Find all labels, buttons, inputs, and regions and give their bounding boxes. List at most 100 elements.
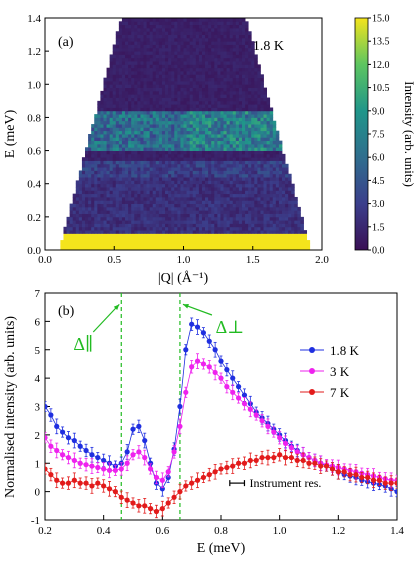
heatmap-cell	[238, 34, 243, 39]
heatmap-cell	[220, 110, 224, 115]
heatmap-cell	[241, 236, 246, 241]
heatmap-cell	[201, 84, 206, 88]
heatmap-cell	[205, 77, 209, 82]
heatmap-cell	[205, 64, 209, 69]
heatmap-cell	[251, 110, 255, 115]
heatmap-cell	[235, 213, 240, 218]
heatmap-cell	[100, 216, 104, 221]
heatmap-cell	[189, 243, 194, 248]
heatmap-cell	[245, 107, 249, 112]
heatmap-cell	[109, 170, 114, 175]
heatmap-cell	[226, 27, 231, 32]
heatmap-cell	[100, 246, 104, 251]
heatmap-cell	[91, 183, 95, 188]
heatmap-cell	[300, 240, 304, 244]
heatmap-cell	[177, 80, 181, 85]
heatmap-cell	[183, 87, 187, 92]
heatmap-cell	[238, 210, 243, 214]
heatmap-cell	[272, 213, 277, 218]
heatmap-cell	[131, 94, 135, 98]
heatmap-cell	[149, 124, 154, 128]
heatmap-cell	[109, 150, 114, 155]
heatmap-cell	[186, 137, 191, 142]
data-point	[124, 460, 130, 466]
heatmap-cell	[189, 236, 194, 241]
heatmap-cell	[211, 210, 215, 214]
heatmap-cell	[260, 147, 264, 151]
heatmap-cell	[186, 51, 191, 55]
heatmap-cell	[180, 61, 184, 65]
heatmap-cell	[186, 84, 191, 88]
heatmap-cell	[149, 94, 154, 98]
heatmap-cell	[275, 134, 280, 138]
heatmap-cell	[189, 44, 194, 49]
heatmap-cell	[121, 84, 126, 88]
heatmap-cell	[278, 177, 283, 181]
heatmap-cell	[103, 220, 107, 224]
heatmap-cell	[158, 240, 163, 244]
heatmap-cell	[91, 173, 95, 178]
heatmap-cell	[285, 220, 289, 224]
heatmap-cell	[100, 143, 104, 148]
heatmap-cell	[85, 160, 89, 165]
heatmap-cell	[106, 74, 111, 79]
heatmap-cell	[140, 67, 144, 72]
heatmap-cell	[263, 87, 267, 92]
heatmap-cell	[161, 236, 166, 241]
data-point	[212, 369, 218, 376]
heatmap-cell	[201, 210, 206, 214]
heatmap-cell	[238, 167, 243, 171]
heatmap-cell	[112, 74, 117, 79]
heatmap-cell	[143, 110, 147, 115]
heatmap-cell	[260, 80, 264, 85]
heatmap-cell	[192, 150, 197, 155]
heatmap-cell	[158, 54, 163, 59]
heatmap-cell	[115, 137, 120, 142]
heatmap-cell	[269, 196, 274, 201]
heatmap-cell	[285, 240, 289, 244]
heatmap-cell	[205, 246, 209, 251]
heatmap-cell	[189, 57, 194, 62]
heatmap-cell	[241, 37, 246, 42]
heatmap-cell	[165, 193, 169, 198]
heatmap-cell	[146, 180, 151, 185]
heatmap-cell	[189, 147, 194, 151]
heatmap-cell	[235, 236, 240, 241]
heatmap-cell	[106, 147, 111, 151]
heatmap-cell	[232, 180, 237, 185]
heatmap-cell	[223, 193, 227, 198]
data-point	[177, 489, 183, 495]
heatmap-cell	[189, 153, 194, 158]
heatmap-cell	[134, 127, 138, 132]
heatmap-cell	[217, 163, 221, 168]
heatmap-cell	[121, 90, 126, 95]
heatmap-cell	[260, 226, 264, 231]
heatmap-cell	[180, 183, 184, 188]
heatmap-cell	[180, 34, 184, 39]
heatmap-cell	[180, 71, 184, 75]
heatmap-cell	[281, 163, 286, 168]
heatmap-cell	[245, 117, 249, 122]
heatmap-cell	[125, 143, 129, 148]
heatmap-cell	[115, 210, 120, 214]
heatmap-cell	[88, 216, 92, 221]
heatmap-cell	[152, 107, 157, 112]
heatmap-cell	[137, 71, 141, 75]
heatmap-cell	[192, 27, 197, 32]
heatmap-cell	[109, 206, 114, 211]
heatmap-cell	[121, 21, 126, 26]
heatmap-cell	[72, 206, 77, 211]
heatmap-cell	[235, 127, 240, 132]
heatmap-cell	[161, 124, 166, 128]
heatmap-cell	[85, 216, 89, 221]
heatmap-cell	[158, 196, 163, 201]
heatmap-cell	[174, 143, 178, 148]
heatmap-cell	[195, 64, 200, 69]
heatmap-cell	[226, 213, 231, 218]
heatmap-cell	[232, 117, 237, 122]
heatmap-cell	[189, 47, 194, 52]
heatmap-cell	[88, 153, 92, 158]
heatmap-cell	[248, 157, 252, 161]
heatmap-cell	[103, 196, 107, 201]
heatmap-cell	[254, 200, 258, 204]
